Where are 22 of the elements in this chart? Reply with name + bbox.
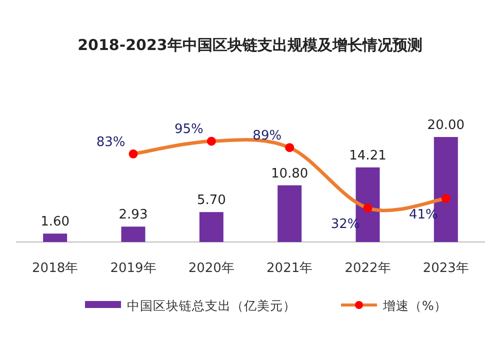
data-label: 95% — [174, 122, 204, 138]
bar — [278, 185, 302, 242]
legend-label: 中国区块链总支出（亿美元） — [127, 298, 296, 313]
data-label: 5.70 — [196, 193, 226, 208]
data-label: 2.93 — [118, 208, 148, 223]
bar — [199, 212, 224, 242]
chart-title: 2018-2023年中国区块链支出规模及增长情况预测 — [78, 36, 422, 54]
legend-label: 增速（%） — [382, 298, 447, 313]
data-label: 14.21 — [349, 148, 386, 164]
data-label: 83% — [96, 134, 126, 150]
data-label: 10.80 — [270, 166, 308, 182]
x-tick-label: 2020年 — [188, 261, 234, 276]
bar — [43, 234, 68, 242]
data-label: 20.00 — [427, 118, 465, 133]
data-label: 1.60 — [40, 214, 70, 230]
data-label: 89% — [252, 128, 282, 144]
x-tick-label: 2018年 — [32, 261, 78, 276]
x-tick-label: 2022年 — [344, 261, 391, 276]
x-tick-label: 2021年 — [266, 261, 313, 276]
x-tick-label: 2019年 — [110, 261, 156, 276]
x-tick-label: 2023年 — [422, 261, 469, 276]
bar — [121, 226, 146, 242]
